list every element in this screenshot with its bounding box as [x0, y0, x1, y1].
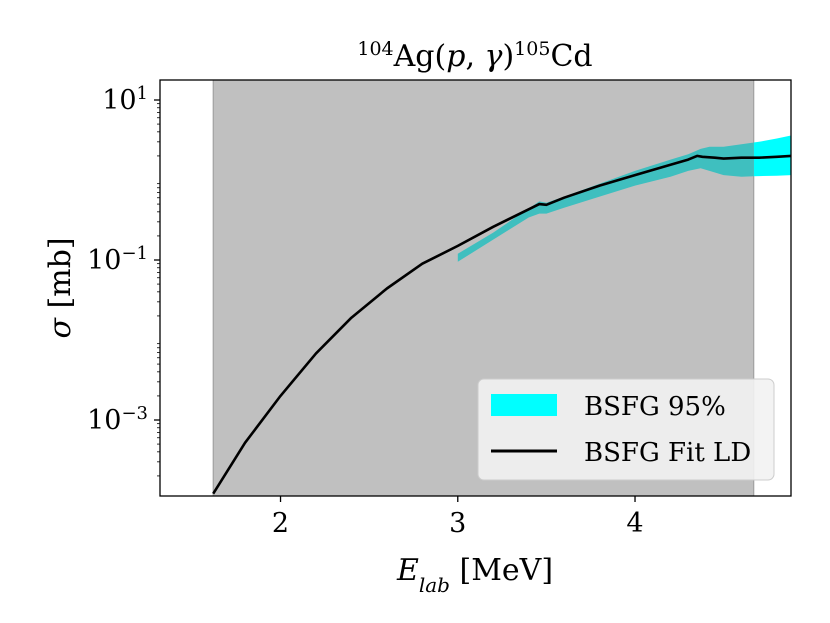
y-tick-label: 101 [102, 83, 148, 117]
title-gamma: γ [485, 39, 503, 74]
series-layer [212, 135, 791, 495]
axes-frame [159, 79, 792, 497]
y-tick-label: 10−3 [87, 403, 148, 437]
title-pre-sup: 104 [357, 38, 393, 60]
legend-swatch-band [491, 394, 557, 416]
legend-label-band: BSFG 95% [584, 392, 726, 422]
title-post-sup: 105 [514, 38, 550, 60]
y-axis-label: σ [mb] [43, 237, 78, 338]
chart-title: 104Ag(p, γ)105Cd [357, 38, 592, 74]
legend-label-line: BSFG Fit LD [584, 438, 751, 468]
x-tick-label: 2 [272, 508, 289, 539]
y-tick-label: 10−1 [87, 243, 148, 277]
x-axis-label-unit: [MeV] [450, 553, 553, 588]
fit-line [212, 154, 791, 495]
x-axis-label-var: E [396, 553, 419, 588]
title-end: Cd [550, 39, 592, 74]
y-axis-label-var: σ [43, 317, 78, 339]
band-area-overlap [457, 142, 754, 262]
x-tick-label: 3 [449, 508, 466, 539]
legend: BSFG 95% BSFG Fit LD [477, 378, 775, 481]
title-main: Ag( [393, 39, 447, 74]
y-axis-label-unit: [mb] [43, 237, 78, 318]
title-sep: , [465, 39, 484, 74]
title-p: p [446, 39, 465, 74]
title-close: ) [502, 39, 514, 74]
tick-layer: 2 3 4 101 10−1 10−3 [87, 83, 644, 540]
x-tick-label: 4 [626, 508, 643, 539]
x-axis-label-sub: lab [419, 573, 450, 597]
x-axis-label: Elab [MeV] [396, 553, 553, 597]
